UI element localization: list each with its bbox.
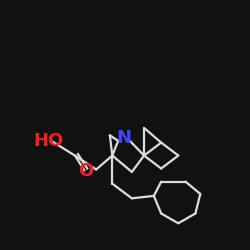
- Text: N: N: [116, 130, 131, 148]
- Text: O: O: [78, 162, 94, 180]
- Text: HO: HO: [33, 132, 64, 150]
